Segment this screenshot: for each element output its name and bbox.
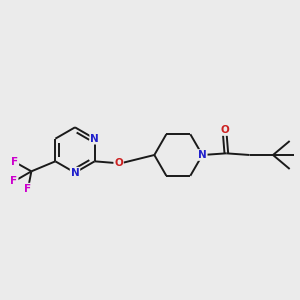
Text: N: N <box>70 168 80 178</box>
Text: N: N <box>198 150 207 160</box>
Text: N: N <box>90 134 99 144</box>
Text: F: F <box>25 184 32 194</box>
Text: F: F <box>11 157 18 167</box>
Text: O: O <box>114 158 123 168</box>
Text: O: O <box>220 125 229 135</box>
Text: F: F <box>11 176 18 186</box>
